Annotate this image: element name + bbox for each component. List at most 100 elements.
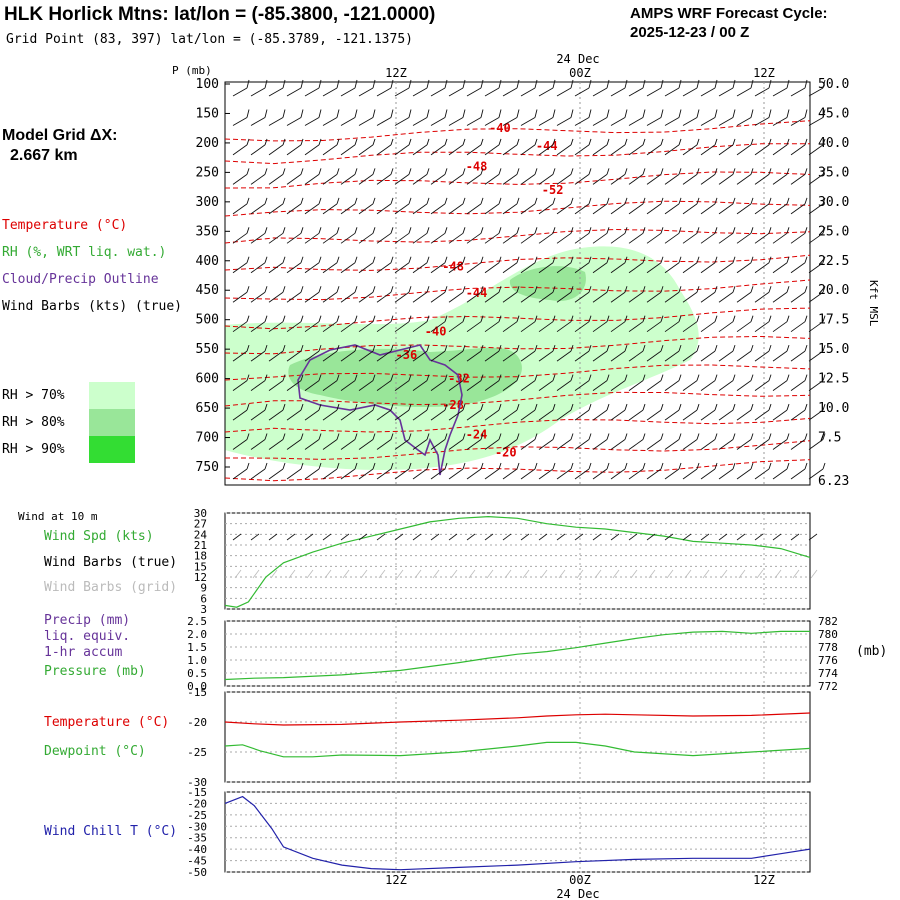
wind-barb <box>538 291 554 303</box>
surface-barb-grid <box>486 569 494 579</box>
wind-barb <box>808 117 824 126</box>
wind-barb-flag <box>516 197 520 204</box>
wind-barb <box>358 350 374 362</box>
wind-barb-flag <box>732 109 736 118</box>
wind-barb-flag <box>768 374 772 381</box>
wind-barb-flag <box>534 403 538 411</box>
wind-barb-flag <box>822 374 826 381</box>
temperature-contour <box>224 254 811 271</box>
wind-barb <box>790 203 806 215</box>
wind-barb <box>682 144 698 156</box>
wind-barb <box>718 409 734 421</box>
height-tick-label: 20.0 <box>818 283 849 298</box>
wind-barb-flag <box>300 345 304 352</box>
surface-barb <box>628 533 638 541</box>
wind-barb <box>394 409 410 421</box>
wind-barb <box>250 144 266 156</box>
wind-barb-flag <box>696 315 700 322</box>
pressure-mb-tick-label: 780 <box>818 628 838 641</box>
wind-barb <box>682 262 698 274</box>
wind-barb <box>610 174 626 185</box>
wind-barb <box>286 350 302 362</box>
wind-barb <box>502 321 518 333</box>
wind-barb-flag <box>588 109 592 118</box>
wind-barb-flag <box>606 345 610 352</box>
wind-barb <box>394 262 410 274</box>
wind-barb-flag <box>426 168 430 175</box>
pressure-mb-tick-label: 782 <box>818 615 838 628</box>
wind-barb <box>304 87 320 97</box>
surface-barb-grid <box>774 569 782 579</box>
surface-barb-grid <box>558 569 566 579</box>
wind-barb <box>772 174 788 185</box>
wind-barb <box>502 203 518 215</box>
wind-barb-flag <box>246 403 250 411</box>
wind-barb <box>790 117 806 126</box>
wind-barb <box>502 262 518 274</box>
wind-barb-flag <box>390 197 394 204</box>
wind-barb <box>340 380 356 391</box>
wind-barb <box>268 87 284 97</box>
wind-barb-flag <box>786 345 790 352</box>
wind-barb <box>520 468 536 480</box>
wind-barb <box>574 291 590 303</box>
wind-barb <box>592 291 608 303</box>
wind-barb <box>646 174 662 185</box>
wind-barb-flag <box>246 315 250 322</box>
wind-barb <box>340 262 356 274</box>
cross-section-frame <box>224 81 811 486</box>
wind-barb <box>466 321 482 333</box>
wind-barb <box>340 350 356 362</box>
wind-barb <box>682 350 698 362</box>
wind-barb <box>448 203 464 215</box>
wind-barb-flag <box>318 256 322 263</box>
wind-barb <box>448 174 464 185</box>
wind-barb-flag <box>336 227 340 234</box>
surface-barb <box>718 533 728 541</box>
wind-barb-flag <box>624 138 628 146</box>
surface-barb-grid <box>504 569 512 579</box>
chill-panel-tick-label: -35 <box>187 832 207 845</box>
wind-barb-flag <box>714 462 718 470</box>
wind-barb <box>412 380 428 391</box>
wind-barb <box>574 380 590 391</box>
wind-barb <box>268 117 284 126</box>
temperature-contour <box>224 364 811 381</box>
wind-barb-flag <box>426 433 430 440</box>
pressure-tick-label: 450 <box>196 283 219 298</box>
wind-barb-flag <box>768 109 772 118</box>
surface-barb-grid <box>378 569 386 579</box>
wind-barb-flag <box>588 227 592 234</box>
wind-barb-flag <box>444 168 448 175</box>
wind-chill-line <box>224 795 811 871</box>
wind-barb-flag <box>642 286 646 293</box>
wind-barb-flag <box>804 374 808 381</box>
wind-barb <box>394 321 410 333</box>
temperature-contour-label: -44 <box>466 286 488 300</box>
surface-barb-grid <box>540 569 548 579</box>
pressure-panel-tick-label: 0.0 <box>187 680 207 693</box>
wind-barb <box>232 350 248 362</box>
wind-barb <box>466 203 482 215</box>
wind-barb-flag <box>678 345 682 352</box>
wind-barb <box>394 468 410 480</box>
wind-barb-flag <box>660 256 664 263</box>
wind-barb <box>358 232 374 244</box>
wind-barb <box>412 262 428 274</box>
wind-barb-flag <box>372 462 376 470</box>
temperature-contour <box>224 417 811 433</box>
wind-barb <box>484 117 500 126</box>
wind-barb <box>502 291 518 303</box>
wind-barb-flag <box>372 79 376 89</box>
wind-barb <box>268 409 284 421</box>
wind-barb-flag <box>624 286 628 293</box>
wind-barb-flag <box>750 197 754 204</box>
height-tick-label: 50.0 <box>818 77 849 92</box>
wind-barb <box>664 174 680 185</box>
wind-barb <box>394 350 410 362</box>
surface-barb <box>412 533 422 541</box>
wind-barb-flag <box>336 374 340 381</box>
surface-barb-grid <box>612 569 620 579</box>
wind-barb <box>376 262 392 274</box>
wind-barb <box>736 350 752 362</box>
